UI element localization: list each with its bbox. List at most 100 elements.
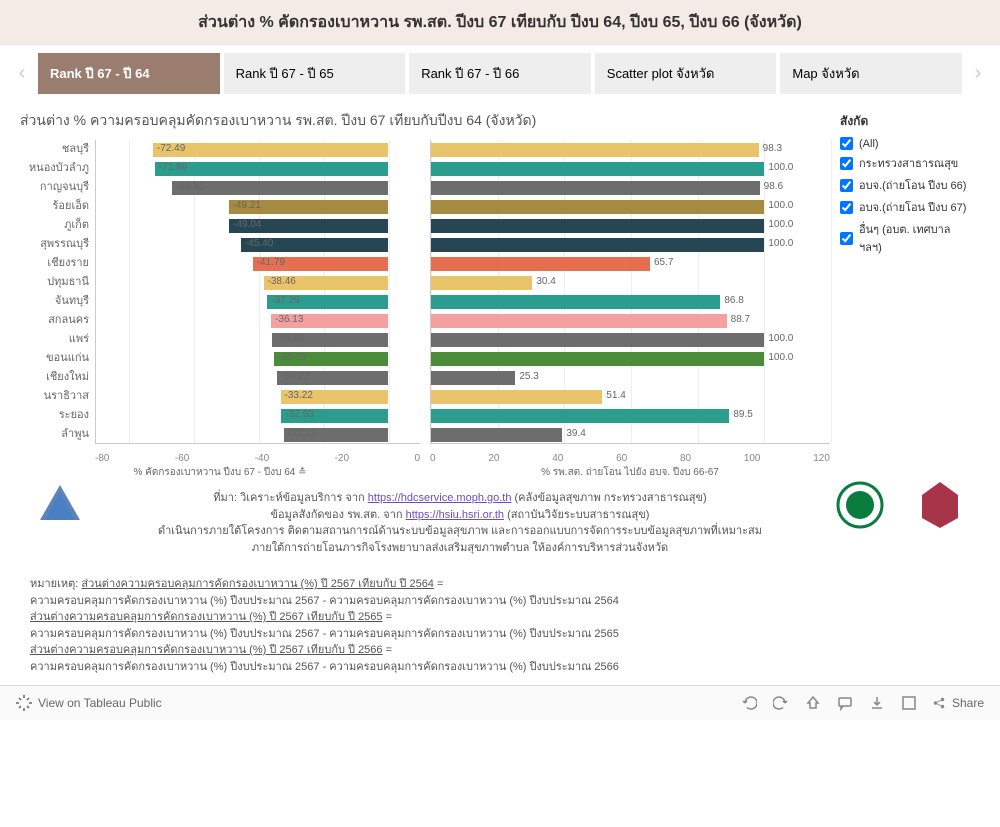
legend-checkbox[interactable] [840,232,853,245]
bar-label-left: -36.13 [275,314,303,325]
tableau-icon [16,695,32,711]
bar-left[interactable] [155,162,389,176]
share-button[interactable]: Share [932,694,984,712]
y-label: ระยอง [20,406,95,425]
tabs-prev-arrow[interactable]: ‹ [10,56,34,92]
bar-label-right: 39.4 [566,428,585,439]
chart-right: 98.3100.098.6100.0100.0100.065.730.486.8… [430,140,830,480]
tabs-container: ‹ Rank ปี 67 - ปี 64Rank ปี 67 - ปี 65Ra… [0,45,1000,102]
y-label: หนองบัวลำภู [20,159,95,178]
note3-title: ส่วนต่างความครอบคลุมการคัดกรองเบาหวาน (%… [30,644,383,656]
bar-right[interactable] [431,257,650,271]
x-tick: -60 [175,453,189,464]
legend-item-4[interactable]: อื่นๆ (อบต. เทศบาล ฯลฯ) [840,220,970,256]
tableau-public-link[interactable]: View on Tableau Public [16,695,162,711]
bar-left[interactable] [153,143,389,157]
x-tick: -20 [335,453,349,464]
reset-icon[interactable] [804,694,822,712]
bar-label-right: 100.0 [768,352,793,363]
notes-label: หมายเหตุ: [30,578,81,590]
bar-label-left: -37.29 [271,295,299,306]
bar-right[interactable] [431,371,515,385]
x-tick: 80 [680,453,691,464]
legend-item-0[interactable]: (All) [840,137,970,150]
note1-eq: = [434,578,443,590]
tableau-public-label: View on Tableau Public [38,696,162,710]
x-tick: 40 [552,453,563,464]
note1-body: ความครอบคลุมการคัดกรองเบาหวาน (%) ปีงบปร… [30,595,619,607]
tab-0[interactable]: Rank ปี 67 - ปี 64 [38,53,220,94]
bar-right[interactable] [431,409,729,423]
bar-right[interactable] [431,181,760,195]
x-tick: 100 [744,453,761,464]
x-tick: 60 [616,453,627,464]
download-icon[interactable] [868,694,886,712]
tab-4[interactable]: Map จังหวัด [780,53,962,94]
legend-checkbox[interactable] [840,201,853,214]
bar-right[interactable] [431,314,727,328]
chart-left: ชลบุรีหนองบัวลำภูกาญจนบุรีร้อยเอ็ดภูเก็ต… [20,140,420,480]
y-label: ปทุมธานี [20,273,95,292]
y-label: แพร่ [20,330,95,349]
redo-icon[interactable] [772,694,790,712]
undo-icon[interactable] [740,694,758,712]
dashboard-title: ส่วนต่าง % คัดกรองเบาหวาน รพ.สต. ปีงบ 67… [0,0,1000,45]
bar-right[interactable] [431,219,764,233]
source-line2a: ข้อมูลสังกัดของ รพ.สต. จาก [271,509,406,521]
bar-label-right: 51.4 [606,390,625,401]
source-link1[interactable]: https://hdcservice.moph.go.th [368,492,512,504]
bar-right[interactable] [431,276,532,290]
bar-label-left: -72.49 [157,143,185,154]
note2-title: ส่วนต่างความครอบคลุมการคัดกรองเบาหวาน (%… [30,611,383,623]
x-tick: 120 [813,453,830,464]
bar-right[interactable] [431,143,759,157]
bar-right[interactable] [431,238,764,252]
legend-checkbox[interactable] [840,179,853,192]
tab-3[interactable]: Scatter plot จังหวัด [595,53,777,94]
legend-item-3[interactable]: อบจ.(ถ่ายโอน ปีงบ 67) [840,198,970,216]
x-tick: 0 [430,453,436,464]
bar-label-left: -49.04 [233,219,261,230]
bar-right[interactable] [431,428,562,442]
bar-label-right: 98.6 [764,181,783,192]
tab-1[interactable]: Rank ปี 67 - ปี 65 [224,53,406,94]
source-line2b: (สถาบันวิจัยระบบสาธารณสุข) [504,509,649,521]
bar-label-right: 89.5 [733,409,752,420]
logo-hsri [30,480,90,530]
bar-label-right: 30.4 [536,276,555,287]
bar-right[interactable] [431,295,720,309]
logo-moph [830,480,890,530]
bar-right[interactable] [431,162,764,176]
bar-label-right: 65.7 [654,257,673,268]
legend-label: อบจ.(ถ่ายโอน ปีงบ 66) [859,176,966,194]
y-label: สุพรรณบุรี [20,235,95,254]
bar-right[interactable] [431,333,764,347]
bar-label-right: 100.0 [768,238,793,249]
y-label: ร้อยเอ็ด [20,197,95,216]
y-label: ชลบุรี [20,140,95,159]
x-tick: 20 [488,453,499,464]
source-link2[interactable]: https://hsiu.hsri.or.th [406,509,504,521]
fullscreen-icon[interactable] [900,694,918,712]
bar-label-left: -32.22 [288,428,316,439]
bar-right[interactable] [431,200,764,214]
tab-2[interactable]: Rank ปี 67 - ปี 66 [409,53,591,94]
legend-checkbox[interactable] [840,157,853,170]
y-label: เชียงราย [20,254,95,273]
y-label: ภูเก็ต [20,216,95,235]
y-label: สกลนคร [20,311,95,330]
legend-item-1[interactable]: กระทรวงสาธารณสุข [840,154,970,172]
comment-icon[interactable] [836,694,854,712]
legend-checkbox[interactable] [840,137,853,150]
bar-right[interactable] [431,352,764,366]
source-line4: ภายใต้การถ่ายโอนภารกิจโรงพยาบาลส่งเสริมส… [252,542,668,554]
source-line3: ดำเนินการภายใต้โครงการ ติดตามสถานการณ์ด้… [158,525,762,537]
y-label: ลำพูน [20,425,95,444]
source-line1a: ที่มา: วิเคราะห์ข้อมูลบริการ จาก [213,492,367,504]
legend-label: กระทรวงสาธารณสุข [859,154,958,172]
bar-label-right: 88.7 [731,314,750,325]
bar-right[interactable] [431,390,602,404]
tabs-next-arrow[interactable]: › [966,56,990,92]
bar-label-left: -35.29 [278,352,306,363]
legend-item-2[interactable]: อบจ.(ถ่ายโอน ปีงบ 66) [840,176,970,194]
